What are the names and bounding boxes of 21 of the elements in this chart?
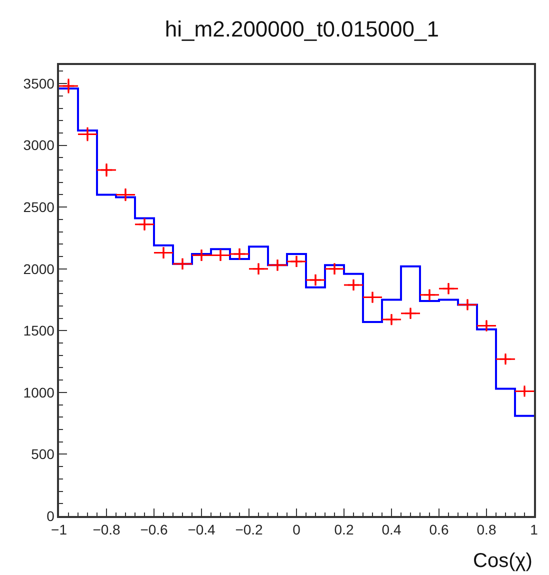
x-tick-label: −1 <box>51 522 68 538</box>
x-axis-title: Cos(χ) <box>473 550 532 572</box>
x-tick-label: 0.2 <box>334 522 354 538</box>
y-tick-label: 500 <box>31 446 55 462</box>
x-tick-label: −0.8 <box>92 522 121 538</box>
x-tick-label: 0.8 <box>476 522 496 538</box>
y-tick-label: 3500 <box>23 75 55 92</box>
y-tick-label: 0 <box>46 508 55 524</box>
y-tick-label: 2000 <box>23 260 55 277</box>
x-tick-label: 0.4 <box>382 522 402 538</box>
y-tick-label: 3000 <box>23 137 55 154</box>
y-tick-label: 2500 <box>23 199 55 215</box>
x-tick-label: 0.6 <box>429 522 449 538</box>
chart-title: hi_m2.200000_t0.015000_1 <box>164 16 439 42</box>
x-tick-label: 1 <box>530 522 538 538</box>
x-tick-label: −0.2 <box>235 522 264 538</box>
x-tick-label: −0.4 <box>188 522 216 538</box>
y-tick-label: 1500 <box>23 322 55 339</box>
y-tick-label: 1000 <box>23 384 55 400</box>
x-tick-label: 0 <box>292 522 301 538</box>
x-tick-label: −0.6 <box>140 522 168 538</box>
